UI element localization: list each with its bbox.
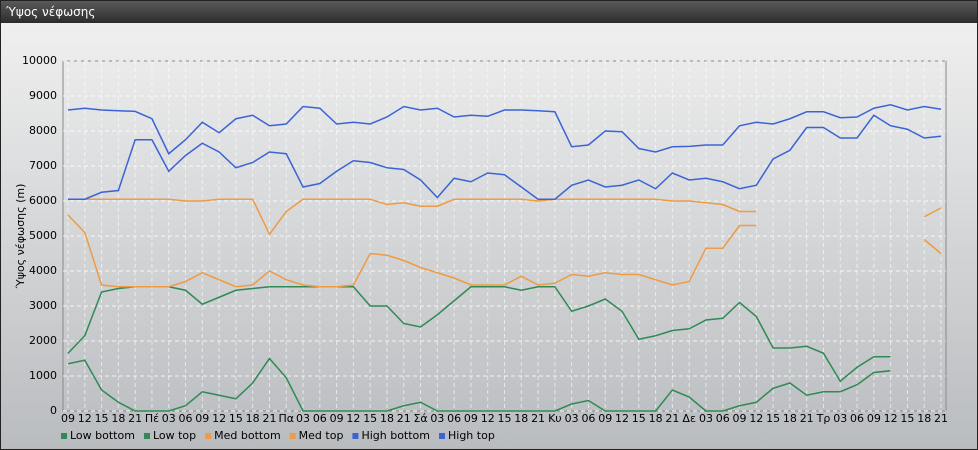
series-line <box>68 198 757 236</box>
y-tick-label: 5000 <box>29 229 57 242</box>
x-tick-label: 03 <box>296 412 310 425</box>
x-tick-label: 21 <box>665 412 679 425</box>
x-tick-label: 15 <box>95 412 109 425</box>
series-line <box>923 238 942 255</box>
y-tick-label: 7000 <box>29 159 57 172</box>
x-tick-label: 09 <box>733 412 747 425</box>
x-tick-label: 18 <box>246 412 260 425</box>
x-tick-label: 12 <box>212 412 226 425</box>
x-tick-label: 18 <box>649 412 663 425</box>
x-tick-label: 18 <box>783 412 797 425</box>
y-tick-label: 9000 <box>29 89 57 102</box>
x-tick-label: 03 <box>430 412 444 425</box>
x-tick-label: 03 <box>833 412 847 425</box>
x-tick-label: 09 <box>598 412 612 425</box>
x-tick-label: 12 <box>78 412 92 425</box>
legend-swatch <box>439 433 445 439</box>
x-tick-label: 21 <box>262 412 276 425</box>
x-tick-label: 18 <box>380 412 394 425</box>
legend-label: Low top <box>153 429 196 442</box>
x-tick-label: Πα <box>278 412 294 425</box>
legend-label: Med bottom <box>214 429 281 442</box>
x-tick-label: 03 <box>565 412 579 425</box>
y-tick-label: 3000 <box>29 299 57 312</box>
legend-swatch <box>205 433 212 439</box>
x-tick-label: 06 <box>313 412 327 425</box>
x-tick-label: 18 <box>514 412 528 425</box>
y-axis-label: Ύψος νέφωσης (m) <box>14 184 27 290</box>
x-tick-label: 12 <box>884 412 898 425</box>
x-tick-label: 06 <box>179 412 193 425</box>
y-tick-label: 6000 <box>29 194 57 207</box>
x-tick-label: 12 <box>749 412 763 425</box>
x-tick-label: 12 <box>346 412 360 425</box>
series-line <box>67 357 891 412</box>
series-line <box>67 214 757 288</box>
y-tick-label: 4000 <box>29 264 57 277</box>
x-tick-label: 18 <box>917 412 931 425</box>
x-tick-label: Κυ <box>548 412 562 425</box>
x-tick-label: Σά <box>413 412 427 425</box>
x-tick-label: 21 <box>397 412 411 425</box>
series-line <box>67 103 942 155</box>
legend-label: Low bottom <box>70 429 135 442</box>
x-tick-label: 15 <box>632 412 646 425</box>
x-tick-label: 06 <box>581 412 595 425</box>
x-tick-label: 21 <box>800 412 814 425</box>
y-tick-label: 2000 <box>29 334 57 347</box>
chart: 0 1000 2000 3000 4000 5000 6000 7000 8000 9000 100… <box>14 54 948 442</box>
x-tick-label: Δε <box>682 412 696 425</box>
x-tick-label: 15 <box>498 412 512 425</box>
x-tick-label: 21 <box>128 412 142 425</box>
series-line <box>67 286 891 383</box>
x-tick-label: Πέ <box>145 412 159 425</box>
y-tick-label: 1000 <box>29 369 57 382</box>
x-tick-label: Τρ <box>816 412 831 425</box>
x-tick-label: 15 <box>229 412 243 425</box>
x-tick-label: 12 <box>481 412 495 425</box>
x-tick-label: 09 <box>464 412 478 425</box>
y-tick-label: 8000 <box>29 124 57 137</box>
legend-swatch <box>61 433 67 439</box>
x-tick-label: 09 <box>61 412 75 425</box>
legend-label: High top <box>448 429 495 442</box>
x-tick-label: 06 <box>850 412 864 425</box>
series-line <box>68 114 942 200</box>
x-tick-label: 06 <box>447 412 461 425</box>
legend-label: High bottom <box>361 429 430 442</box>
series-line <box>923 207 942 218</box>
legend-swatch <box>352 433 359 439</box>
window-title: Ύψος νέφωσης <box>1 1 977 23</box>
x-tick-label: 09 <box>195 412 209 425</box>
x-tick-label: 03 <box>162 412 176 425</box>
legend-swatch <box>143 433 150 439</box>
x-tick-label: 03 <box>699 412 713 425</box>
x-tick-label: 09 <box>867 412 881 425</box>
x-tick-label: 12 <box>615 412 629 425</box>
y-tick-label: 0 <box>50 404 57 417</box>
y-tick-label: 10000 <box>22 54 57 67</box>
x-tick-label: 15 <box>900 412 914 425</box>
legend-label: Med top <box>299 429 344 442</box>
x-tick-label: 09 <box>330 412 344 425</box>
x-tick-label: 15 <box>766 412 780 425</box>
x-tick-label: 21 <box>531 412 545 425</box>
legend-swatch <box>289 433 296 439</box>
x-tick-label: 15 <box>363 412 377 425</box>
x-tick-label: 21 <box>934 412 948 425</box>
x-tick-label: 18 <box>111 412 125 425</box>
x-tick-label: 06 <box>716 412 730 425</box>
